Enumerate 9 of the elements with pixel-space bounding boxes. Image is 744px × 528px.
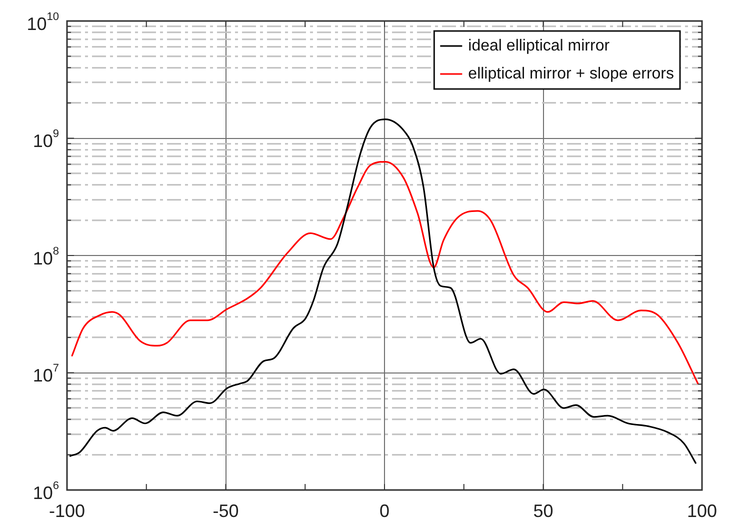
x-tick-label: -50 bbox=[212, 500, 239, 521]
line-series bbox=[71, 160, 699, 384]
legend-label: elliptical mirror + slope errors bbox=[468, 65, 674, 82]
legend-label: ideal elliptical mirror bbox=[468, 37, 610, 54]
x-tick-label: 100 bbox=[686, 500, 718, 521]
line-series bbox=[69, 118, 696, 464]
x-tick-label: -100 bbox=[48, 500, 86, 521]
x-tick-label: 0 bbox=[379, 500, 390, 521]
x-tick-label: 50 bbox=[533, 500, 554, 521]
